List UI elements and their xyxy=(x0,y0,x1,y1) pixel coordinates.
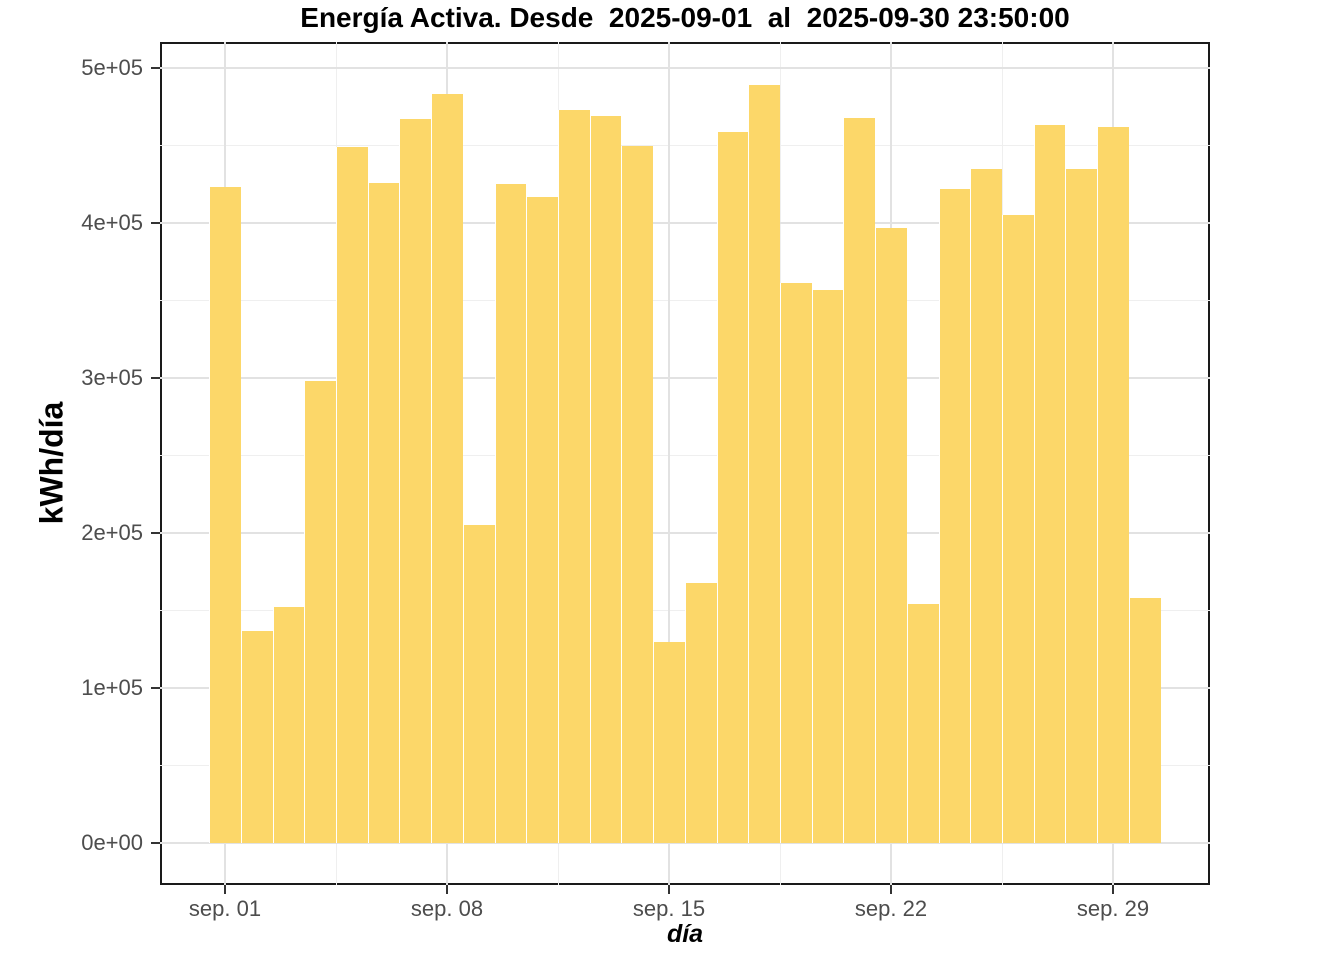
bar xyxy=(748,85,780,843)
bar xyxy=(589,116,622,843)
plot-area xyxy=(160,42,1210,885)
chart-title: Energía Activa. Desde 2025-09-01 al 2025… xyxy=(300,2,1070,33)
bar xyxy=(462,525,495,843)
x-tick-label: sep. 29 xyxy=(1076,896,1150,921)
x-tick-label: sep. 15 xyxy=(632,896,706,921)
x-tick-label: sep. 22 xyxy=(854,896,928,921)
x-gridline-major xyxy=(668,42,670,885)
bar xyxy=(1065,168,1098,843)
y-tick-label: 1e+05 xyxy=(81,675,143,700)
bar xyxy=(938,188,971,843)
bar xyxy=(780,283,812,843)
bar xyxy=(494,184,527,843)
plot-panel xyxy=(160,42,1210,885)
y-tick-label: 4e+05 xyxy=(81,210,143,235)
bar xyxy=(336,147,368,843)
bar xyxy=(906,604,939,843)
x-tick-mark xyxy=(446,885,448,894)
bar xyxy=(304,381,336,843)
y-gridline-major xyxy=(160,532,1210,534)
x-tick-label: sep. 08 xyxy=(410,896,484,921)
bar xyxy=(684,582,717,843)
x-axis-title: día xyxy=(666,920,704,948)
bar xyxy=(431,94,463,843)
y-tick-mark xyxy=(151,222,160,224)
y-tick-mark xyxy=(151,532,160,534)
y-tick-label: 0e+00 xyxy=(81,830,143,855)
y-gridline-minor xyxy=(160,300,1210,301)
bar xyxy=(843,117,876,843)
x-tick-mark xyxy=(668,885,670,894)
y-gridline-minor xyxy=(160,145,1210,146)
x-tick-label: sep. 01 xyxy=(188,896,262,921)
bar xyxy=(716,131,749,843)
y-tick-label: 3e+05 xyxy=(81,365,143,390)
y-tick-mark xyxy=(151,687,160,689)
y-gridline-minor xyxy=(160,455,1210,456)
bar xyxy=(209,187,241,843)
bar xyxy=(1097,126,1129,843)
y-axis-title: kWh/día xyxy=(33,401,70,525)
bar xyxy=(1002,215,1034,843)
bar xyxy=(240,630,273,843)
bar xyxy=(367,182,400,843)
y-tick-mark xyxy=(151,67,160,69)
y-gridline-major xyxy=(160,222,1210,224)
bar xyxy=(526,196,558,843)
bar xyxy=(970,168,1002,843)
y-gridline-major xyxy=(160,67,1210,69)
x-tick-mark xyxy=(890,885,892,894)
y-tick-label: 2e+05 xyxy=(81,520,143,545)
bar xyxy=(272,607,305,843)
x-tick-mark xyxy=(224,885,226,894)
y-gridline-major xyxy=(160,842,1210,844)
bar xyxy=(558,109,590,843)
y-tick-mark xyxy=(151,377,160,379)
y-tick-mark xyxy=(151,842,160,844)
bar xyxy=(653,641,685,843)
bar xyxy=(875,227,907,843)
bar xyxy=(1033,125,1066,843)
bar xyxy=(1128,598,1161,843)
y-gridline-major xyxy=(160,377,1210,379)
y-tick-label: 5e+05 xyxy=(81,55,143,80)
x-tick-mark xyxy=(1112,885,1114,894)
bar xyxy=(811,289,844,843)
bar xyxy=(399,119,432,843)
bar xyxy=(621,145,654,843)
